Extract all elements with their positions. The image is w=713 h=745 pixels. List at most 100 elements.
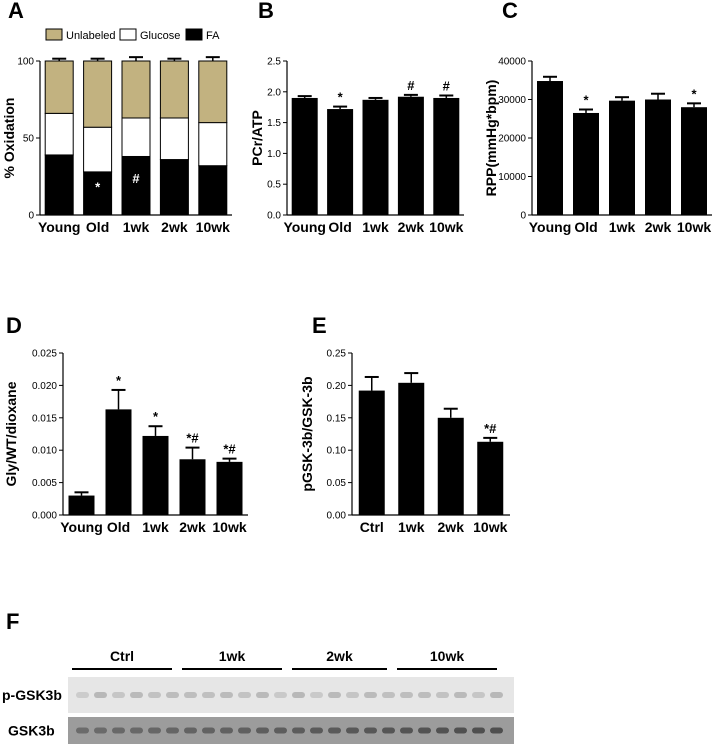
significance-marker: * (691, 86, 697, 101)
y-tick-label: 0.25 (327, 349, 347, 360)
bar-segment-unlabeled (84, 61, 112, 127)
legend-label: Glucose (140, 30, 180, 42)
legend-swatch-fa (186, 29, 202, 40)
x-category-label: 10wk (196, 219, 230, 235)
bar (292, 98, 318, 215)
blot-band (292, 692, 305, 698)
x-category-label: Old (328, 219, 351, 235)
blot-band (400, 692, 413, 698)
significance-marker: * (116, 373, 122, 388)
y-tick-label: 0.010 (32, 446, 57, 457)
blot-band (382, 692, 395, 698)
blot-band (400, 728, 413, 734)
blot-band (310, 692, 323, 698)
blot-group-label: Ctrl (110, 648, 134, 664)
panel-letter: E (312, 313, 327, 338)
x-category-label: 2wk (645, 219, 672, 235)
blot-group-label: 1wk (219, 648, 246, 664)
blot-band (220, 692, 233, 698)
blot-band (148, 728, 161, 734)
blot-row-label: GSK3b (8, 723, 55, 739)
blot-row-label: p-GSK3b (2, 687, 62, 703)
y-tick-label: 30000 (498, 95, 526, 106)
blot-band (238, 692, 251, 698)
blot-band (436, 728, 449, 734)
x-category-label: Young (283, 219, 326, 235)
y-tick-label: 1.5 (267, 118, 281, 129)
panel-letter: B (258, 0, 274, 23)
y-tick-label: 0.020 (32, 381, 57, 392)
legend-label: FA (206, 30, 220, 42)
y-tick-label: 50 (23, 134, 35, 145)
chart-panel-e: E 0.00 0.05 0.10 0.15 0.20 0.25 pGSK-3b/GSK-3b C… (299, 313, 510, 535)
bar (609, 101, 635, 215)
y-tick-label: 0.15 (327, 413, 347, 424)
bar (398, 383, 424, 515)
figure-canvas: A050100% OxidationYoung Old 1wk 2wk 10wk*#Un… (0, 0, 713, 745)
significance-marker: # (443, 78, 451, 93)
blot-band (202, 728, 215, 734)
bar (537, 81, 563, 215)
y-tick-label: 0 (520, 211, 526, 222)
blot-band (184, 692, 197, 698)
y-tick-label: 0.005 (32, 478, 57, 489)
blot-band (112, 728, 125, 734)
blot-band (346, 692, 359, 698)
y-tick-label: 100 (17, 57, 34, 68)
blot-band (382, 728, 395, 734)
bar (69, 496, 95, 515)
blot-group-label: 2wk (326, 648, 353, 664)
x-category-label: Young (529, 219, 572, 235)
blot-band (94, 728, 107, 734)
bar-segment-unlabeled (122, 61, 150, 118)
bar-segment-fa (199, 166, 227, 215)
y-tick-label: 0.0 (267, 211, 281, 222)
y-tick-label: 0.05 (327, 478, 347, 489)
blot-band (256, 728, 269, 734)
y-tick-label: 0.20 (327, 381, 347, 392)
x-category-label: 1wk (123, 219, 150, 235)
blot-band (166, 728, 179, 734)
x-category-label: 10wk (473, 519, 507, 535)
panel-letter: C (502, 0, 518, 23)
x-category-label: 10wk (429, 219, 463, 235)
bar (398, 97, 424, 215)
blot-band (328, 692, 341, 698)
y-tick-label: 0.000 (32, 511, 57, 522)
bar (217, 462, 243, 515)
y-tick-label: 0.015 (32, 413, 57, 424)
blot-band (346, 728, 359, 734)
blot-band (202, 692, 215, 698)
significance-marker: # (407, 78, 415, 93)
x-category-label: Old (574, 219, 597, 235)
blot-band (76, 728, 89, 734)
blot-band (220, 728, 233, 734)
blot-band (130, 692, 143, 698)
x-category-label: 1wk (398, 519, 425, 535)
x-category-label: Old (86, 219, 109, 235)
blot-band (436, 692, 449, 698)
blot-band (364, 692, 377, 698)
x-category-label: 2wk (438, 519, 465, 535)
blot-band (454, 728, 467, 734)
bar (438, 418, 464, 515)
significance-marker: * (338, 90, 344, 105)
chart-panel-d: D 0.000 0.005 0.010 0.015 0.020 0.025 Gly/WT/di… (3, 313, 248, 535)
y-tick-label: 10000 (498, 172, 526, 183)
y-tick-label: 0.10 (327, 446, 347, 457)
x-category-label: Old (107, 519, 130, 535)
blot-band (454, 692, 467, 698)
significance-marker: *# (484, 421, 497, 436)
y-axis-label: pGSK-3b/GSK-3b (299, 376, 315, 491)
significance-marker: * (153, 409, 159, 424)
blot-band (418, 692, 431, 698)
y-axis-label: PCr/ATP (249, 110, 265, 166)
bar (681, 107, 707, 215)
bar-segment-glucose (199, 123, 227, 166)
western-blot-panel: F Ctrl 1wk 2wk 10wk p-GSK3b GSK3b (2, 609, 514, 744)
y-tick-label: 1.0 (267, 149, 281, 160)
panel-letter: A (8, 0, 24, 23)
y-tick-label: 0.025 (32, 349, 57, 360)
significance-marker: # (132, 171, 140, 186)
blot-band (166, 692, 179, 698)
